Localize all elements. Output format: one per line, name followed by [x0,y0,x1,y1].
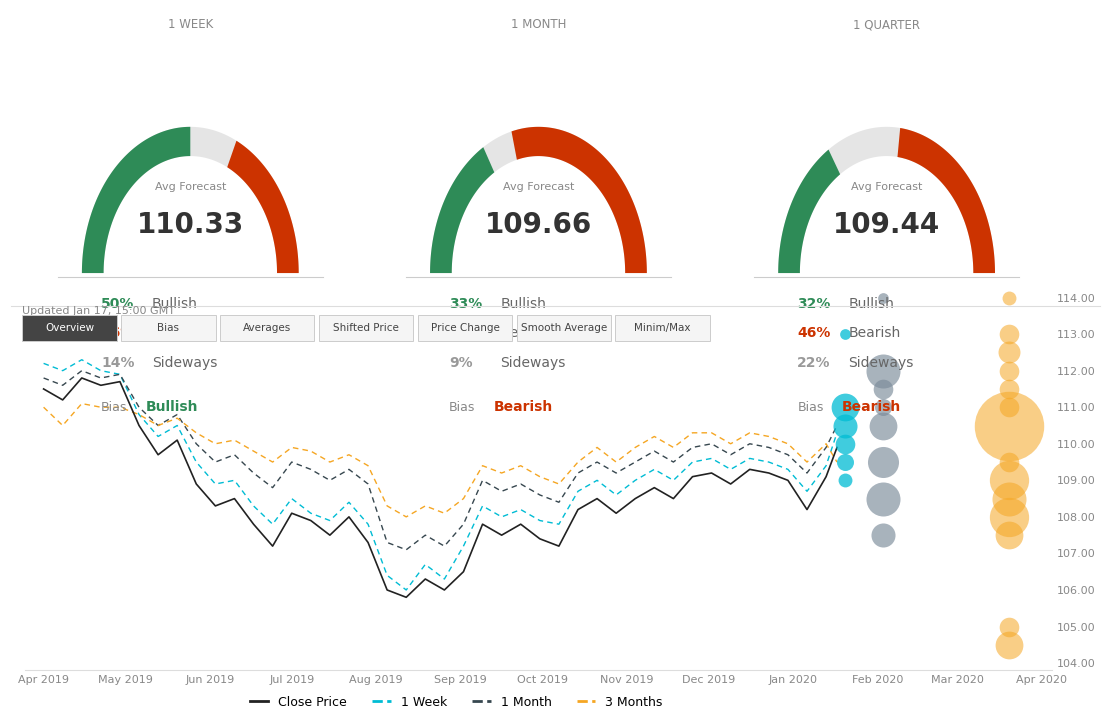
Point [837,328,854,340]
Text: 1 QUARTER: 1 QUARTER [853,19,920,32]
Text: 9%: 9% [449,355,473,370]
Point [1000,365,1018,376]
Legend: Close Price, 1 Week, 1 Month, 3 Months: Close Price, 1 Week, 1 Month, 3 Months [244,691,668,714]
Polygon shape [778,127,995,273]
Text: 1 MONTH: 1 MONTH [511,19,567,32]
Text: Sideways: Sideways [849,355,913,370]
Text: Bullish: Bullish [146,400,198,415]
Point [837,456,854,468]
Polygon shape [228,141,299,273]
Text: 109.66: 109.66 [484,211,592,239]
Polygon shape [430,147,494,273]
Polygon shape [778,149,840,273]
Point [874,292,892,304]
Point [837,420,854,431]
Text: 50%: 50% [101,297,134,311]
Text: Bearish: Bearish [493,400,553,415]
Point [1000,511,1018,523]
Text: Bullish: Bullish [500,297,547,311]
Point [1000,328,1018,340]
Point [1000,529,1018,541]
Polygon shape [430,127,647,273]
Text: Bearish: Bearish [500,327,552,340]
Text: 109.44: 109.44 [833,211,940,239]
Text: 110.33: 110.33 [137,211,244,239]
Point [837,402,854,413]
Point [1000,621,1018,632]
Text: 46%: 46% [798,327,831,340]
Text: Avg Forecast: Avg Forecast [503,182,574,192]
Text: Bias: Bias [798,401,823,414]
Polygon shape [511,127,647,273]
Text: Sideways: Sideways [500,355,565,370]
Text: 22%: 22% [798,355,831,370]
Text: 1 WEEK: 1 WEEK [168,19,213,32]
Text: Bias: Bias [449,401,476,414]
Text: Overview: Overview [44,323,94,333]
Text: Updated Jan 17, 15:00 GMT: Updated Jan 17, 15:00 GMT [22,306,176,317]
Text: Smooth Average: Smooth Average [521,323,607,333]
Text: Bearish: Bearish [849,327,901,340]
Text: Price Change: Price Change [431,323,499,333]
Text: 58%: 58% [449,327,482,340]
Point [837,474,854,486]
Point [837,438,854,450]
Text: Bias: Bias [158,323,179,333]
Text: Shifted Price: Shifted Price [333,323,399,333]
Text: Minim/Max: Minim/Max [634,323,691,333]
Point [1000,474,1018,486]
Text: Avg Forecast: Avg Forecast [154,182,226,192]
Text: Bias: Bias [101,401,128,414]
Point [874,493,892,505]
Text: 14%: 14% [101,355,134,370]
Text: 33%: 33% [449,297,482,311]
Point [1000,639,1018,650]
Point [874,420,892,431]
Point [874,383,892,394]
Text: Bearish: Bearish [842,400,901,415]
Point [874,529,892,541]
Point [874,402,892,413]
Polygon shape [898,128,995,273]
Point [1000,402,1018,413]
Text: Bullish: Bullish [849,297,894,311]
Text: 32%: 32% [798,297,831,311]
Point [1000,420,1018,431]
Text: Bullish: Bullish [152,297,198,311]
Text: Bearish: Bearish [152,327,204,340]
Polygon shape [82,127,190,273]
Point [874,365,892,376]
Point [1000,383,1018,394]
Text: Sideways: Sideways [152,355,218,370]
Point [1000,493,1018,505]
Text: 36%: 36% [101,327,134,340]
Text: Averages: Averages [243,323,291,333]
Point [1000,456,1018,468]
Polygon shape [82,127,299,273]
Point [874,456,892,468]
Point [1000,347,1018,358]
Text: Avg Forecast: Avg Forecast [851,182,922,192]
Point [1000,292,1018,304]
